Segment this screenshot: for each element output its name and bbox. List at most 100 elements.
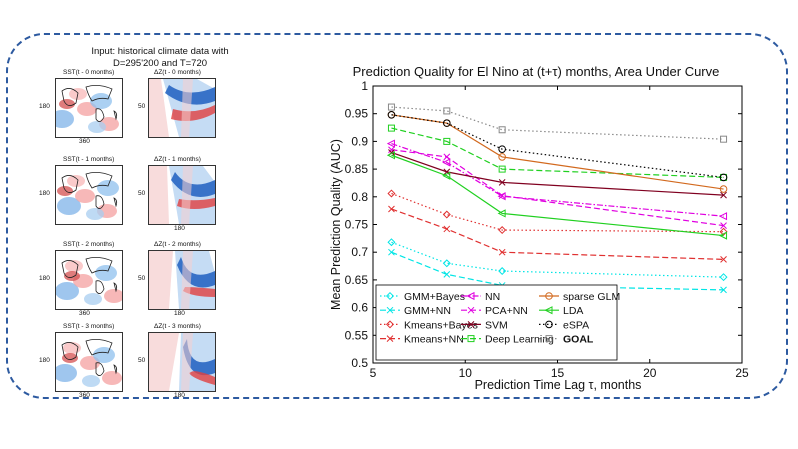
legend-label-nn: NN xyxy=(485,291,500,303)
legend-marker-espa xyxy=(545,320,553,329)
sst-x-tick: 360 xyxy=(79,310,90,317)
series-line-nn xyxy=(391,143,724,217)
data-point-pca-nn xyxy=(720,222,727,229)
legend-label-gmm-bayes: GMM+Bayes xyxy=(404,291,465,303)
data-point-pca-nn xyxy=(498,192,506,200)
legend-label-sparse-glm: sparse GLM xyxy=(563,291,620,303)
series-line-svm xyxy=(391,151,724,196)
sst-panel-label: SST(t - 1 months) xyxy=(63,156,115,163)
data-point-sparse-glm xyxy=(498,153,506,161)
dz-panel-label: ΔZ(t - 1 months) xyxy=(154,156,201,163)
legend-marker-goal xyxy=(545,335,553,343)
sst-panel-label: SST(t - 0 months) xyxy=(63,69,115,76)
data-point-kmeans-nn xyxy=(443,225,451,233)
data-point-svm xyxy=(720,191,727,199)
sst-x-tick: 360 xyxy=(79,138,90,145)
y-tick-label: 0.7 xyxy=(351,245,368,259)
data-point-pca-nn xyxy=(443,153,451,161)
data-point-deep-learning xyxy=(498,165,506,173)
data-point-sparse-glm xyxy=(719,185,728,193)
data-point-kmeans-bayes xyxy=(387,189,396,198)
data-point-goal xyxy=(498,126,506,134)
dz-heatmap xyxy=(148,250,216,310)
legend-marker-sparse-glm xyxy=(545,292,553,300)
data-point-kmeans-bayes xyxy=(442,210,451,219)
legend-label-lda: LDA xyxy=(563,305,583,317)
data-point-gmm-nn xyxy=(443,271,451,278)
dz-y-tick: 50 xyxy=(138,275,146,282)
data-point-goal xyxy=(443,107,451,115)
legend-label-goal: GOAL xyxy=(563,334,594,346)
y-tick-label: 0.6 xyxy=(351,301,368,315)
series-line-sparse-glm xyxy=(391,114,724,190)
dz-x-tick: 180 xyxy=(174,392,185,399)
dz-panel-label: ΔZ(t - 3 months) xyxy=(154,323,201,330)
input-caption-line2: D=295'200 and T=720 xyxy=(112,58,208,69)
data-point-kmeans-bayes xyxy=(498,226,507,235)
data-point-espa xyxy=(387,111,396,119)
data-point-espa xyxy=(443,119,451,127)
x-tick-label: 5 xyxy=(370,366,377,380)
legend-marker-svm xyxy=(467,321,475,328)
sst-y-tick: 180 xyxy=(39,275,50,282)
series-line-goal xyxy=(391,106,724,140)
data-point-gmm-nn xyxy=(720,286,727,294)
data-point-goal xyxy=(387,103,395,111)
data-point-espa xyxy=(719,173,728,182)
y-tick-label: 0.85 xyxy=(345,162,369,176)
legend-marker-kmeans-nn xyxy=(386,335,394,342)
dz-y-tick: 50 xyxy=(138,190,146,197)
y-tick-label: 0.8 xyxy=(351,190,368,204)
series-line-lda xyxy=(391,154,724,237)
y-tick-label: 0.75 xyxy=(345,218,369,232)
dz-x-tick: 180 xyxy=(174,225,185,232)
data-point-nn xyxy=(718,212,728,221)
legend-marker-nn xyxy=(466,291,475,301)
y-tick-label: 0.95 xyxy=(345,107,369,121)
data-point-nn xyxy=(442,158,451,167)
legend-marker-kmeans-bayes xyxy=(385,320,395,329)
data-point-gmm-bayes xyxy=(387,238,396,247)
x-tick-label: 15 xyxy=(551,366,565,380)
legend-marker-gmm-bayes xyxy=(385,291,395,301)
data-point-svm xyxy=(498,179,506,186)
x-tick-label: 10 xyxy=(459,366,473,380)
sst-heatmap xyxy=(50,78,123,138)
legend-label-gmm-nn: GMM+NN xyxy=(404,305,451,317)
data-point-deep-learning xyxy=(443,137,451,145)
y-tick-label: 0.9 xyxy=(351,134,368,148)
content-frame xyxy=(6,33,788,399)
dz-panel-label: ΔZ(t - 2 months) xyxy=(154,241,201,248)
sst-heatmap xyxy=(53,332,123,392)
x-tick-label: 20 xyxy=(643,366,657,380)
dz-x-tick: 180 xyxy=(174,310,185,317)
sst-panel-label: SST(t - 3 months) xyxy=(63,323,115,330)
input-caption-line1: Input: historical climate data with xyxy=(91,46,229,57)
dz-heatmap xyxy=(148,332,216,392)
y-axis-label: Mean Prediction Quality (AUC) xyxy=(329,139,343,310)
legend-box xyxy=(375,284,618,361)
sst-heatmap xyxy=(55,250,124,310)
data-point-gmm-bayes xyxy=(719,273,728,282)
dz-panel-label: ΔZ(t - 0 months) xyxy=(154,69,201,76)
legend-label-kmeans-bayes: Kmeans+Bayes xyxy=(404,319,478,331)
data-point-kmeans-nn xyxy=(388,205,395,213)
legend-marker-gmm-nn xyxy=(386,306,394,314)
x-axis-label: Prediction Time Lag τ, months xyxy=(475,378,642,392)
legend-marker-pca-nn xyxy=(467,306,475,314)
legend-label-espa: eSPA xyxy=(563,319,589,331)
data-point-espa xyxy=(498,145,506,153)
legend-marker-lda xyxy=(544,306,553,315)
legend-label-kmeans-nn: Kmeans+NN xyxy=(404,334,464,346)
dz-y-tick: 50 xyxy=(138,357,146,364)
data-point-goal xyxy=(720,135,728,143)
data-point-kmeans-nn xyxy=(720,256,727,263)
sst-y-tick: 180 xyxy=(39,357,50,364)
sst-y-tick: 180 xyxy=(39,103,50,110)
data-point-lda xyxy=(497,209,506,218)
dz-heatmap xyxy=(148,78,216,138)
data-point-gmm-bayes xyxy=(442,259,451,268)
legend-label-svm: SVM xyxy=(485,319,508,331)
y-tick-label: 1 xyxy=(361,79,368,93)
data-point-lda xyxy=(442,171,451,180)
